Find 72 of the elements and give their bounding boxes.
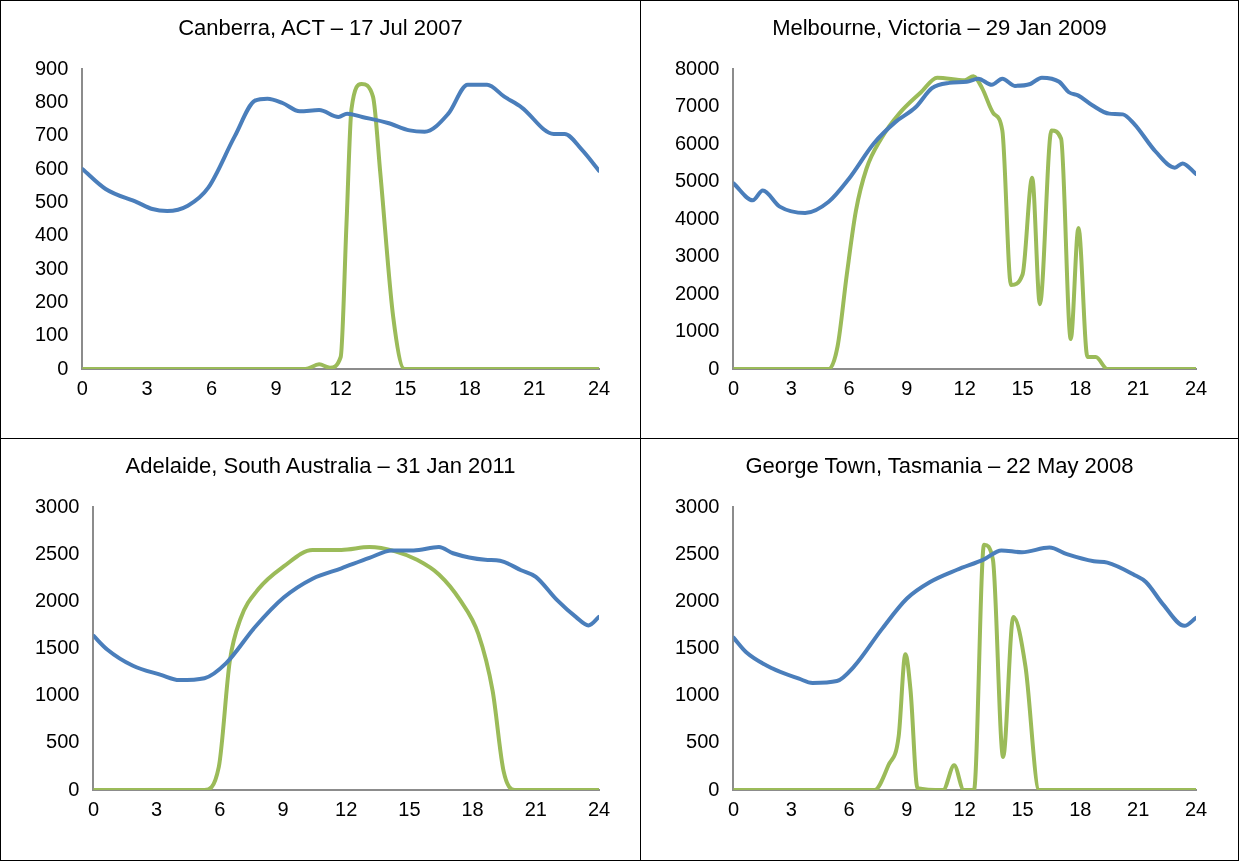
x-tick-label: 9 [277, 797, 289, 820]
x-tick-label: 21 [1127, 376, 1150, 399]
y-tick-label: 1000 [34, 683, 80, 706]
x-tick-label: 18 [1069, 797, 1092, 820]
y-tick-label: 0 [708, 356, 720, 379]
chart-title: Adelaide, South Australia – 31 Jan 2011 [124, 452, 517, 480]
x-tick-label: 15 [1011, 376, 1034, 399]
y-tick-label: 1500 [674, 636, 720, 659]
x-tick-label: 18 [458, 376, 481, 399]
x-tick-label: 12 [335, 797, 358, 820]
x-tick-label: 0 [727, 376, 740, 399]
x-tick-label: 9 [901, 376, 913, 399]
x-tick-label: 0 [727, 797, 740, 820]
y-tick-label: 2000 [674, 588, 720, 611]
y-tick-label: 600 [34, 156, 69, 179]
y-tick-label: 0 [708, 777, 720, 800]
y-tick-label: 300 [34, 256, 69, 279]
x-tick-label: 12 [953, 797, 976, 820]
x-tick-label: 6 [843, 376, 855, 399]
x-tick-label: 24 [1184, 797, 1208, 820]
chart-title: Melbourne, Victoria – 29 Jan 2009 [771, 14, 1108, 42]
y-tick-label: 1000 [674, 683, 720, 706]
y-tick-label: 4000 [674, 206, 720, 229]
y-tick-label: 800 [34, 89, 69, 112]
y-tick-label: 1000 [674, 319, 720, 342]
y-tick-label: 7000 [674, 94, 720, 117]
chart-title: Canberra, ACT – 17 Jul 2007 [177, 14, 464, 42]
x-tick-label: 24 [587, 797, 611, 820]
x-tick-label: 21 [1127, 797, 1150, 820]
x-tick-label: 12 [953, 376, 976, 399]
y-tick-label: 2000 [674, 281, 720, 304]
y-tick-label: 3000 [674, 494, 720, 517]
y-tick-label: 400 [34, 223, 69, 246]
x-tick-label: 21 [523, 376, 546, 399]
y-tick-label: 500 [34, 189, 69, 212]
y-tick-label: 8000 [674, 56, 720, 79]
y-tick-label: 100 [34, 323, 69, 346]
y-tick-label: 2000 [34, 588, 80, 611]
y-tick-label: 700 [34, 123, 69, 146]
x-tick-label: 9 [270, 376, 282, 399]
y-tick-label: 1500 [34, 636, 80, 659]
y-tick-label: 2500 [674, 541, 720, 564]
y-tick-label: 500 [686, 730, 720, 753]
x-tick-label: 6 [205, 376, 218, 399]
x-tick-label: 24 [587, 376, 611, 399]
y-tick-label: 0 [57, 356, 69, 379]
x-tick-label: 6 [214, 797, 226, 820]
y-tick-label: 2500 [34, 541, 80, 564]
y-tick-label: 0 [68, 777, 80, 800]
y-tick-label: 900 [34, 56, 69, 79]
x-tick-label: 12 [329, 376, 352, 399]
x-tick-label: 0 [87, 797, 100, 820]
x-tick-label: 3 [785, 376, 797, 399]
x-tick-label: 18 [1069, 376, 1092, 399]
x-tick-label: 21 [524, 797, 547, 820]
x-tick-label: 24 [1184, 376, 1208, 399]
y-tick-label: 200 [34, 289, 69, 312]
y-tick-label: 500 [46, 730, 80, 753]
x-tick-label: 18 [461, 797, 484, 820]
x-tick-label: 3 [151, 797, 163, 820]
x-tick-label: 15 [394, 376, 417, 399]
x-tick-label: 9 [901, 797, 913, 820]
y-tick-label: 3000 [674, 244, 720, 267]
x-tick-label: 15 [1011, 797, 1034, 820]
x-tick-label: 3 [141, 376, 153, 399]
x-tick-label: 6 [843, 797, 855, 820]
chart-title: George Town, Tasmania – 22 May 2008 [744, 452, 1135, 480]
y-tick-label: 3000 [34, 494, 80, 517]
x-tick-label: 15 [398, 797, 421, 820]
y-tick-label: 6000 [674, 131, 720, 154]
x-tick-label: 3 [785, 797, 797, 820]
y-tick-label: 5000 [674, 169, 720, 192]
